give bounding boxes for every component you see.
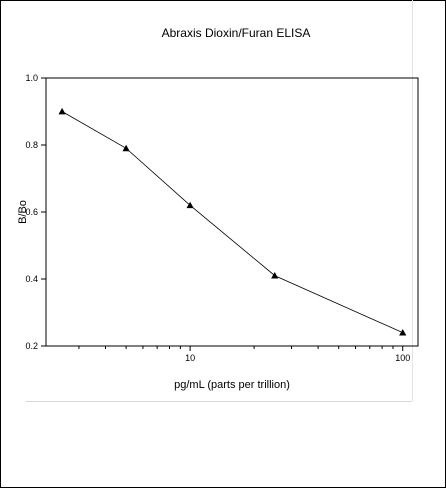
- y-tick-label: 0.8: [25, 140, 38, 150]
- data-point: [122, 144, 130, 152]
- y-axis-label: B/Bo: [17, 200, 29, 224]
- series-layer: [58, 107, 407, 336]
- x-axis: 10 100: [78, 346, 410, 363]
- x-axis-label: pg/mL (parts per trillion): [174, 379, 290, 391]
- y-axis: 0.2 0.4 0.6 0.8 1.0: [25, 73, 46, 351]
- data-point: [58, 107, 66, 115]
- data-point: [271, 272, 279, 279]
- data-point: [186, 201, 194, 209]
- y-tick-label: 0.6: [25, 207, 38, 217]
- panel-bottom-rule: [26, 401, 412, 402]
- series-line: [61, 111, 403, 333]
- chart-title: Abraxis Dioxin/Furan ELISA: [162, 26, 311, 40]
- y-tick-label: 1.0: [25, 73, 38, 83]
- data-point: [399, 329, 407, 336]
- x-tick-label: 10: [185, 353, 195, 363]
- plot-area: [45, 77, 419, 347]
- y-tick-label: 0.4: [25, 274, 38, 284]
- panel-right-rule: [412, 0, 413, 401]
- x-tick-label: 100: [395, 353, 410, 363]
- y-tick-label: 0.2: [25, 341, 38, 351]
